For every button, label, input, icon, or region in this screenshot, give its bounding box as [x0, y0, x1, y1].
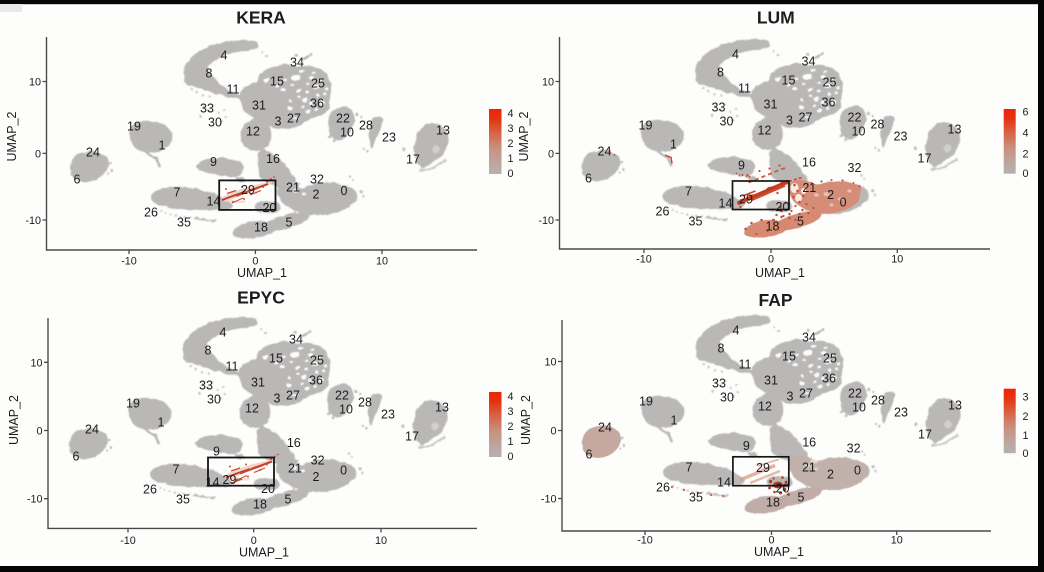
svg-text:16: 16 [802, 156, 816, 170]
svg-text:0: 0 [768, 254, 774, 266]
svg-text:20: 20 [262, 201, 276, 215]
svg-text:FAP: FAP [758, 290, 792, 310]
svg-text:9: 9 [743, 439, 750, 453]
svg-text:UMAP_1: UMAP_1 [239, 546, 289, 560]
svg-text:21: 21 [288, 462, 302, 476]
svg-text:21: 21 [802, 461, 816, 475]
svg-text:0: 0 [508, 168, 514, 180]
svg-text:-10: -10 [25, 215, 41, 227]
svg-text:0: 0 [35, 148, 41, 160]
svg-text:10: 10 [544, 357, 556, 369]
svg-text:0: 0 [252, 256, 258, 268]
svg-text:UMAP_1: UMAP_1 [237, 266, 287, 280]
svg-text:29: 29 [223, 473, 237, 487]
svg-text:3: 3 [1023, 392, 1029, 404]
svg-text:EPYC: EPYC [237, 288, 285, 308]
svg-text:2: 2 [313, 188, 320, 202]
svg-text:0: 0 [508, 451, 514, 463]
svg-text:UMAP_1: UMAP_1 [755, 266, 805, 280]
svg-text:29: 29 [756, 461, 770, 475]
svg-text:-10: -10 [120, 535, 136, 547]
svg-text:10: 10 [29, 76, 41, 88]
svg-text:0: 0 [550, 426, 556, 438]
svg-text:0: 0 [341, 184, 348, 198]
svg-text:3: 3 [508, 406, 514, 418]
svg-text:-10: -10 [541, 494, 557, 506]
svg-text:UMAP_1: UMAP_1 [754, 545, 804, 559]
svg-text:0: 0 [854, 464, 861, 478]
svg-text:9: 9 [213, 445, 220, 459]
svg-text:32: 32 [848, 161, 862, 175]
svg-text:29: 29 [739, 193, 753, 207]
svg-text:14: 14 [207, 195, 221, 209]
svg-text:10: 10 [376, 256, 388, 268]
svg-text:10: 10 [30, 357, 42, 369]
svg-text:4: 4 [508, 391, 514, 403]
svg-text:0: 0 [840, 196, 847, 210]
svg-text:2: 2 [827, 468, 834, 482]
svg-text:14: 14 [719, 197, 733, 211]
svg-text:KERA: KERA [236, 8, 286, 28]
svg-text:10: 10 [375, 535, 387, 547]
svg-text:1: 1 [1023, 430, 1029, 442]
svg-text:-10: -10 [121, 256, 137, 268]
svg-text:2: 2 [827, 188, 834, 202]
svg-text:20: 20 [776, 200, 790, 214]
svg-text:21: 21 [286, 181, 300, 195]
svg-text:14: 14 [717, 476, 731, 490]
svg-text:21: 21 [802, 181, 816, 195]
svg-text:4: 4 [508, 108, 514, 120]
svg-text:1: 1 [508, 436, 514, 448]
svg-text:0: 0 [340, 464, 347, 478]
svg-text:10: 10 [542, 76, 554, 88]
svg-text:LUM: LUM [757, 8, 795, 28]
svg-text:16: 16 [287, 436, 301, 450]
svg-text:16: 16 [266, 152, 280, 166]
svg-text:4: 4 [1023, 127, 1029, 139]
svg-text:0: 0 [1023, 448, 1029, 460]
svg-text:0: 0 [251, 535, 257, 547]
svg-text:-10: -10 [636, 254, 652, 266]
svg-text:-10: -10 [538, 215, 554, 227]
svg-text:3: 3 [508, 123, 514, 135]
svg-text:9: 9 [738, 159, 745, 173]
svg-text:-10: -10 [27, 494, 43, 506]
svg-text:0: 0 [548, 148, 554, 160]
svg-text:9: 9 [210, 155, 217, 169]
svg-text:0: 0 [1023, 168, 1029, 180]
svg-text:0: 0 [36, 426, 42, 438]
svg-text:-10: -10 [637, 535, 653, 547]
svg-text:2: 2 [1023, 149, 1029, 161]
svg-text:2: 2 [508, 138, 514, 150]
svg-text:UMAP_2: UMAP_2 [519, 395, 533, 445]
svg-text:32: 32 [847, 441, 861, 455]
svg-text:32: 32 [310, 173, 324, 187]
svg-text:UMAP_2: UMAP_2 [7, 395, 21, 445]
svg-text:2: 2 [508, 421, 514, 433]
svg-text:20: 20 [776, 482, 790, 496]
svg-text:0: 0 [768, 535, 774, 547]
svg-text:UMAP_2: UMAP_2 [5, 111, 19, 161]
svg-text:10: 10 [891, 535, 903, 547]
svg-text:2: 2 [313, 470, 320, 484]
svg-text:6: 6 [1023, 107, 1029, 119]
svg-text:2: 2 [1023, 411, 1029, 423]
svg-text:10: 10 [891, 254, 903, 266]
svg-text:32: 32 [311, 454, 325, 468]
svg-text:20: 20 [261, 482, 275, 496]
svg-text:16: 16 [802, 435, 816, 449]
svg-text:UMAP_2: UMAP_2 [517, 111, 531, 161]
svg-text:1: 1 [508, 153, 514, 165]
svg-text:29: 29 [241, 183, 255, 197]
